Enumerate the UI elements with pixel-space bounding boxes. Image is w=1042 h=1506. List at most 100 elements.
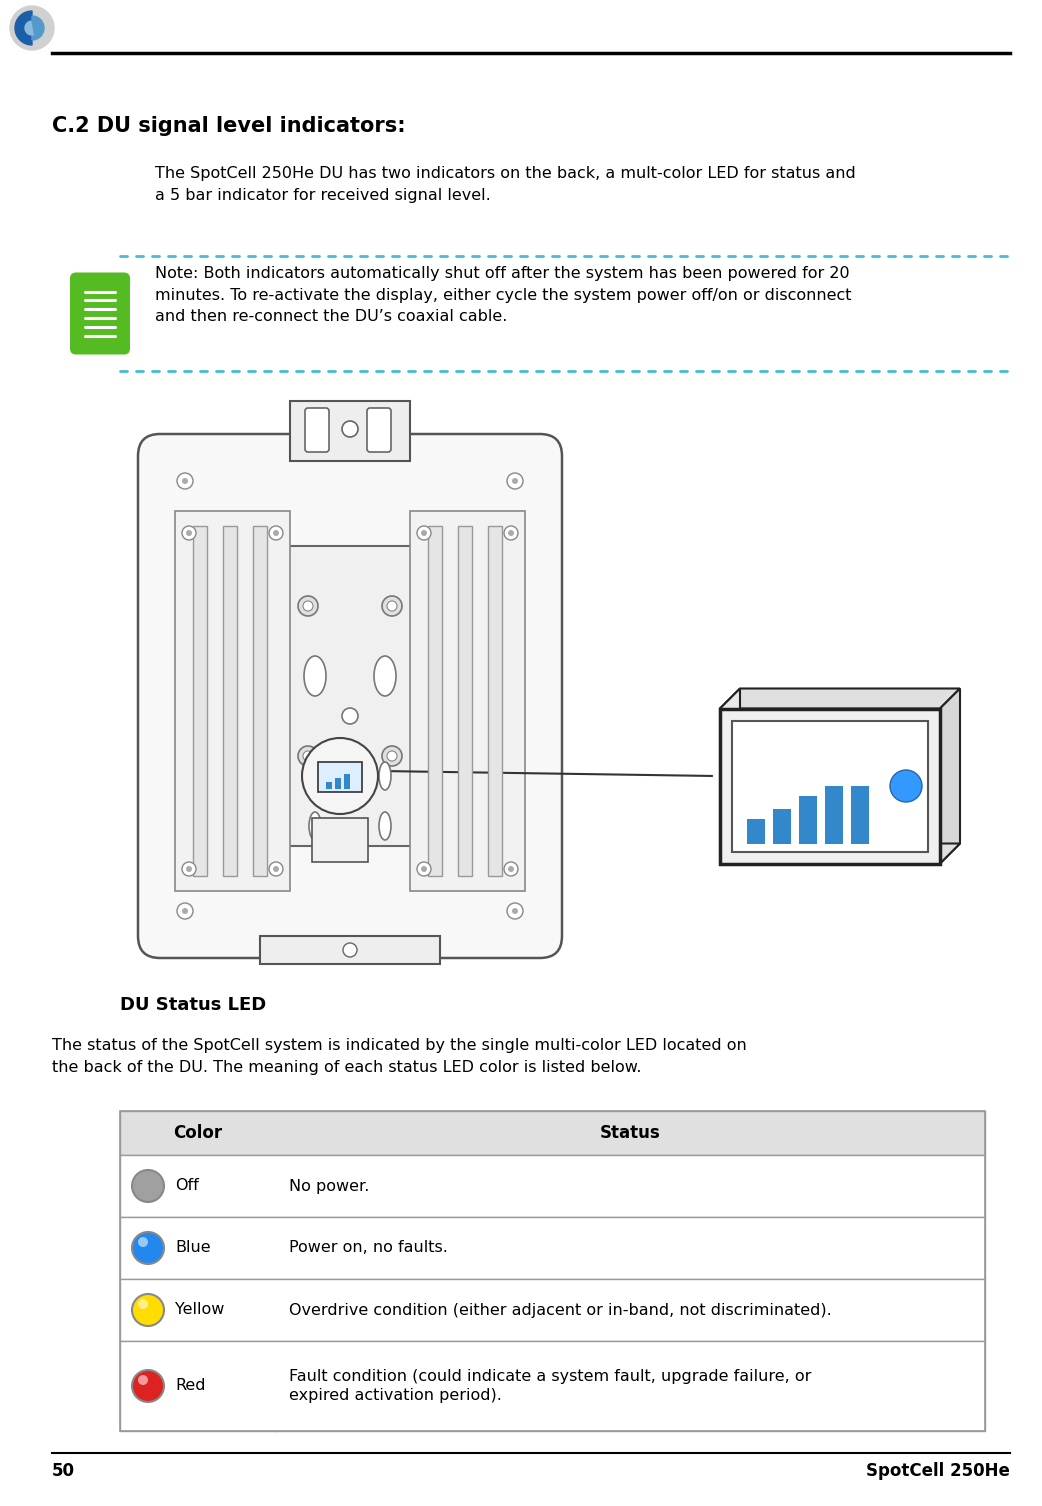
Text: Color: Color	[173, 1123, 222, 1142]
Circle shape	[512, 908, 518, 914]
Text: DU Status LED: DU Status LED	[120, 995, 267, 1014]
Circle shape	[132, 1294, 164, 1325]
Bar	[260, 937, 440, 964]
Circle shape	[138, 1300, 148, 1309]
Circle shape	[303, 601, 313, 611]
Bar	[193, 526, 207, 876]
Circle shape	[387, 751, 397, 761]
Polygon shape	[720, 688, 740, 863]
Ellipse shape	[309, 812, 321, 840]
Circle shape	[421, 866, 427, 872]
Circle shape	[890, 770, 922, 803]
Circle shape	[132, 1232, 164, 1264]
Text: Power on, no faults.: Power on, no faults.	[289, 1241, 448, 1256]
Text: Fault condition (could indicate a system fault, upgrade failure, or
expired acti: Fault condition (could indicate a system…	[289, 1369, 812, 1404]
Circle shape	[298, 745, 318, 767]
Circle shape	[507, 473, 523, 489]
Circle shape	[269, 526, 283, 541]
Circle shape	[138, 1375, 148, 1386]
Bar	[263, 547, 438, 846]
Circle shape	[303, 751, 313, 761]
Circle shape	[177, 473, 193, 489]
Circle shape	[508, 530, 514, 536]
FancyBboxPatch shape	[138, 434, 562, 958]
Bar	[720, 708, 940, 863]
Bar	[825, 786, 843, 843]
Wedge shape	[32, 17, 44, 41]
Circle shape	[182, 477, 188, 483]
Text: The status of the SpotCell system is indicated by the single multi-color LED loc: The status of the SpotCell system is ind…	[52, 1038, 747, 1075]
Circle shape	[182, 526, 196, 541]
Text: The SpotCell 250He DU has two indicators on the back, a mult-color LED for statu: The SpotCell 250He DU has two indicators…	[155, 166, 855, 203]
Bar	[175, 511, 290, 892]
Text: C.2 DU signal level indicators:: C.2 DU signal level indicators:	[52, 116, 405, 136]
Text: No power.: No power.	[289, 1179, 369, 1193]
Bar	[334, 779, 341, 789]
Ellipse shape	[374, 657, 396, 696]
Circle shape	[10, 6, 54, 50]
Circle shape	[382, 596, 402, 616]
Bar	[326, 782, 332, 789]
Circle shape	[342, 708, 358, 724]
Bar	[120, 1155, 985, 1217]
Circle shape	[417, 526, 431, 541]
Circle shape	[132, 1170, 164, 1202]
Circle shape	[138, 1236, 148, 1247]
Circle shape	[342, 422, 358, 437]
Text: SpotCell 250He: SpotCell 250He	[866, 1462, 1010, 1480]
Bar	[120, 1217, 985, 1279]
Ellipse shape	[379, 762, 391, 791]
Circle shape	[182, 908, 188, 914]
Bar	[410, 511, 525, 892]
Wedge shape	[15, 11, 32, 45]
Circle shape	[343, 943, 357, 956]
Bar	[851, 786, 869, 843]
FancyBboxPatch shape	[305, 408, 329, 452]
Bar	[120, 1111, 985, 1155]
Text: Overdrive condition (either adjacent or in-band, not discriminated).: Overdrive condition (either adjacent or …	[289, 1303, 832, 1318]
Bar	[120, 1279, 985, 1340]
Bar	[120, 1340, 985, 1431]
Bar	[223, 526, 237, 876]
Text: Note: Both indicators automatically shut off after the system has been powered f: Note: Both indicators automatically shut…	[155, 267, 851, 324]
Bar	[488, 526, 502, 876]
Polygon shape	[720, 688, 960, 708]
Circle shape	[269, 861, 283, 876]
Circle shape	[504, 861, 518, 876]
Circle shape	[504, 526, 518, 541]
Circle shape	[421, 530, 427, 536]
Circle shape	[273, 866, 279, 872]
Text: Blue: Blue	[175, 1241, 210, 1256]
Circle shape	[382, 745, 402, 767]
FancyBboxPatch shape	[70, 273, 130, 354]
Bar	[312, 818, 368, 861]
Ellipse shape	[379, 812, 391, 840]
FancyBboxPatch shape	[367, 408, 391, 452]
Circle shape	[302, 738, 378, 815]
Wedge shape	[25, 21, 33, 35]
Bar	[458, 526, 472, 876]
Text: Yellow: Yellow	[175, 1303, 224, 1318]
Bar	[731, 720, 928, 851]
Bar	[799, 795, 817, 843]
Bar	[773, 809, 791, 843]
Text: 50: 50	[52, 1462, 75, 1480]
Ellipse shape	[304, 657, 326, 696]
Bar	[747, 818, 765, 843]
Circle shape	[187, 530, 192, 536]
Circle shape	[132, 1370, 164, 1402]
Circle shape	[507, 904, 523, 919]
Text: Off: Off	[175, 1179, 199, 1193]
Bar	[318, 762, 362, 792]
Circle shape	[387, 601, 397, 611]
Text: Status: Status	[599, 1123, 661, 1142]
Text: Red: Red	[175, 1378, 205, 1393]
Circle shape	[273, 530, 279, 536]
Bar	[344, 774, 350, 789]
Bar	[290, 401, 410, 461]
Bar	[120, 1111, 985, 1431]
Circle shape	[508, 866, 514, 872]
Circle shape	[187, 866, 192, 872]
Circle shape	[417, 861, 431, 876]
Circle shape	[512, 477, 518, 483]
